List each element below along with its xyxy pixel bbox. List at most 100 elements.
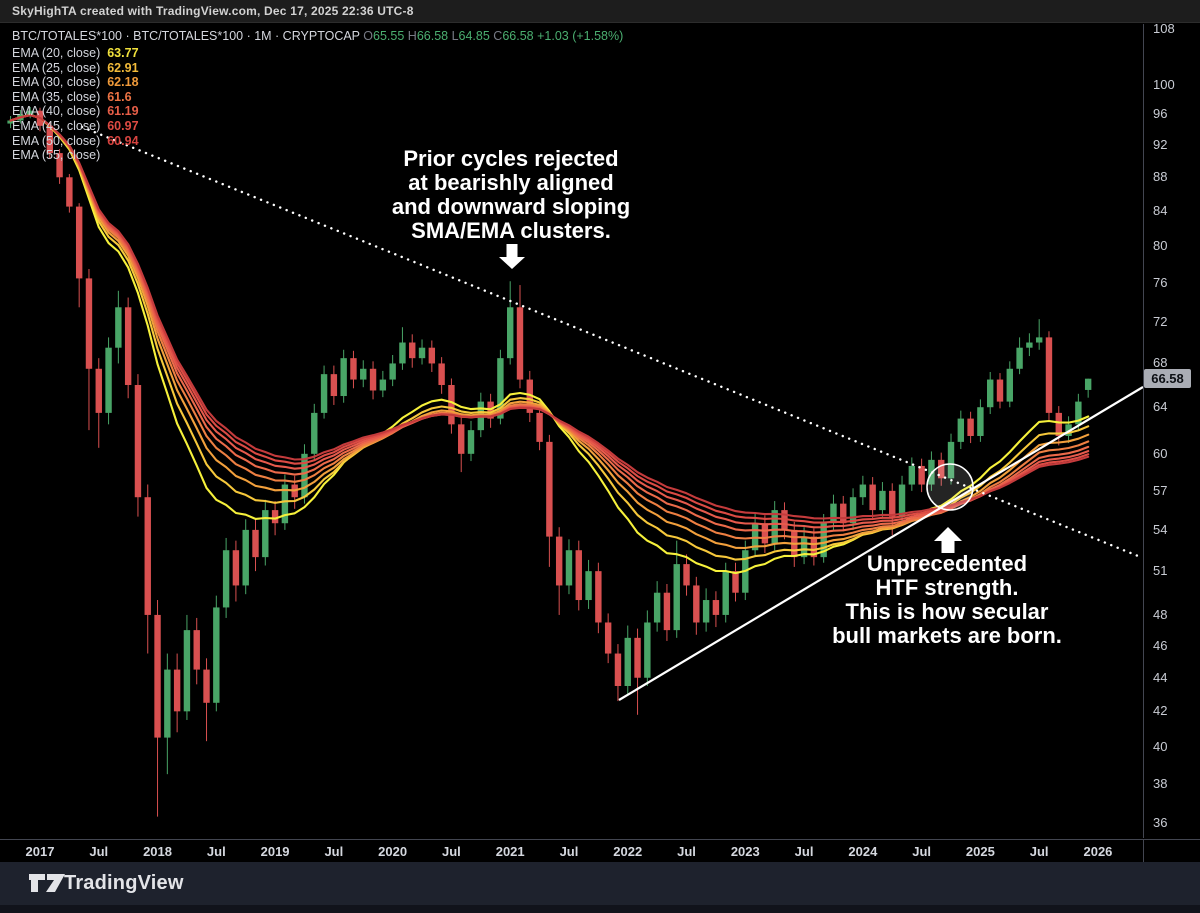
candle-body	[634, 637, 641, 678]
ema-label: EMA (35, close)	[12, 89, 101, 104]
solid-support-trendline[interactable]	[618, 386, 1144, 701]
annotation-line: and downward sloping	[391, 194, 631, 219]
ema-value: 62.18	[107, 75, 139, 90]
candle-body	[46, 125, 53, 154]
x-axis-tick: 2025	[965, 844, 995, 859]
ohlc-pair: O65.55	[363, 29, 405, 43]
ohlc-pair: C66.58	[493, 29, 534, 43]
ema-legend-row[interactable]: EMA (20, close) 63.77	[12, 46, 623, 61]
annotation-line: at bearishly aligned	[408, 170, 614, 195]
candle-body	[800, 536, 808, 558]
candle-body	[869, 484, 876, 511]
candle-body	[56, 153, 63, 178]
x-axis-tick: Jul	[794, 844, 814, 859]
annotation-line: bull markets are born.	[832, 623, 1062, 648]
ema-label: EMA (25, close)	[12, 60, 101, 75]
candle-body	[1035, 337, 1043, 343]
candle-body	[399, 342, 406, 364]
chart-legend: BTC/TOTALES*100 · BTC/TOTALES*100 · 1M ·…	[12, 29, 623, 163]
candle-body	[889, 490, 896, 517]
candle-body	[1075, 401, 1082, 425]
y-axis-tick: 48	[1153, 606, 1168, 622]
candle-body	[732, 571, 739, 593]
breakout-circle[interactable]	[926, 463, 974, 511]
ema-label: EMA (50, close)	[12, 133, 101, 148]
candle-body	[115, 307, 122, 348]
candle-body	[683, 564, 690, 586]
candle-body	[604, 622, 612, 654]
candle-body	[987, 379, 994, 408]
candle-body	[105, 347, 112, 413]
candle-body	[977, 407, 984, 436]
ema-legend-row[interactable]: EMA (30, close) 62.18	[12, 75, 623, 90]
candle-body	[820, 523, 827, 558]
candle-body	[252, 529, 259, 558]
candle-body	[95, 368, 102, 413]
annotation-htf-strength[interactable]: Unprecedented HTF strength. This is how se…	[832, 552, 1062, 648]
candle-body	[840, 503, 847, 524]
candle-body	[75, 206, 83, 279]
annotation-prior-cycles[interactable]: Prior cycles rejected at bearishly aligne…	[392, 147, 630, 243]
down-arrow-icon[interactable]	[499, 244, 525, 269]
annotation-line: Unprecedented	[866, 551, 1028, 576]
ema-label: EMA (30, close)	[12, 75, 101, 90]
candle-body	[516, 307, 524, 380]
candle-body	[673, 564, 680, 631]
candle-body	[144, 497, 151, 615]
y-axis-tick: 40	[1153, 738, 1168, 754]
y-axis-tick: 46	[1153, 637, 1168, 653]
candle-body	[124, 307, 132, 386]
x-axis-tick: Jul	[89, 844, 109, 859]
price-axis[interactable]: 108 100 96 92 88 84 80 76 72 68 64 60 57 54 51 48 46 44 42…	[1143, 21, 1200, 838]
x-axis-tick: 2020	[378, 844, 408, 859]
x-axis-tick: Jul	[912, 844, 932, 859]
up-arrow-icon[interactable]	[934, 527, 962, 553]
last-price-label: 66.58	[1144, 369, 1191, 388]
annotation-line: Prior cycles rejected	[403, 146, 619, 171]
candle-body	[379, 379, 387, 391]
ema-label: EMA (55, close)	[12, 148, 101, 163]
ema-legend-row[interactable]: EMA (55, close)	[12, 148, 623, 163]
symbol-legend-row[interactable]: BTC/TOTALES*100 · BTC/TOTALES*100 · 1M ·…	[12, 29, 623, 43]
tradingview-logo-icon[interactable]	[28, 872, 68, 896]
candle-body	[134, 385, 142, 498]
ema-legend-row[interactable]: EMA (45, close) 60.97	[12, 119, 623, 134]
y-axis-tick: 100	[1153, 77, 1175, 92]
ema-line-55[interactable]	[9, 114, 1090, 520]
annotation-line: This is how secular	[845, 599, 1049, 624]
candle-body	[1084, 378, 1092, 390]
candle-body	[369, 368, 377, 391]
x-axis-tick: Jul	[1029, 844, 1049, 859]
y-axis-tick: 64	[1153, 399, 1168, 415]
ema-legend-row[interactable]: EMA (40, close) 61.19	[12, 104, 623, 119]
candle-body	[918, 465, 925, 485]
candle-body	[526, 379, 533, 413]
time-axis[interactable]: 2017 Jul 2018 Jul 2019 Jul 2020 Jul 2021 Jul 2022 J…	[0, 839, 1200, 863]
x-axis-tick: 2017	[25, 844, 55, 859]
x-axis-tick: 2026	[1083, 844, 1113, 859]
x-axis-tick: 2018	[143, 844, 172, 859]
y-axis-tick: 51	[1153, 563, 1168, 579]
candle-body	[996, 379, 1004, 402]
ema-legend-row[interactable]: EMA (25, close) 62.91	[12, 61, 623, 76]
tradingview-brand-text[interactable]: TradingView	[64, 872, 184, 894]
candle-body	[350, 358, 357, 380]
ema-legend-row[interactable]: EMA (35, close) 61.6	[12, 90, 623, 105]
ema-legend-row[interactable]: EMA (50, close) 60.94	[12, 134, 623, 149]
candle-body	[330, 374, 338, 397]
candle-body	[262, 510, 269, 558]
ohlc-pair: L64.85	[451, 29, 490, 43]
y-axis-tick: 38	[1153, 775, 1168, 791]
candle-body	[222, 550, 230, 608]
candle-body	[585, 571, 592, 601]
candle-body	[389, 363, 396, 380]
screenshot-caption-bar: SkyHighTA created with TradingView.com, …	[0, 0, 1200, 23]
candle-body	[164, 669, 171, 738]
candle-body	[458, 424, 465, 454]
y-axis-tick: 80	[1153, 238, 1168, 254]
caption-text: SkyHighTA created with TradingView.com, …	[12, 4, 414, 18]
y-axis-tick: 88	[1153, 169, 1168, 185]
candle-body	[1006, 368, 1013, 402]
price-chart[interactable]	[0, 0, 1200, 862]
x-axis-tick: 2019	[260, 844, 290, 859]
